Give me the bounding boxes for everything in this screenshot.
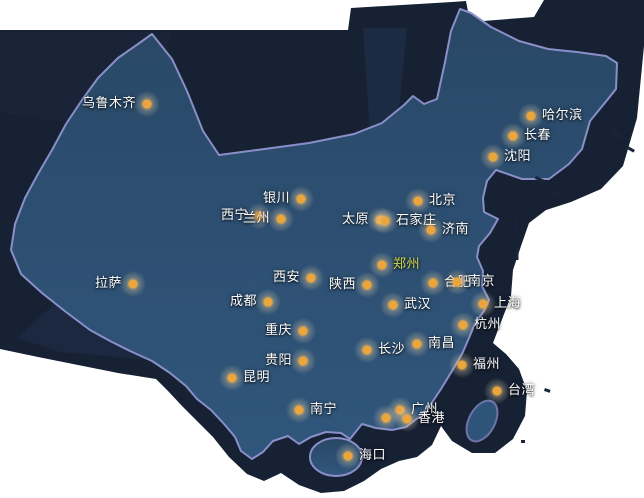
city-label: 南宁 (310, 401, 338, 417)
city-label: 福州 (473, 356, 501, 372)
city-label: 北京 (429, 192, 457, 208)
city-label: 成都 (229, 293, 257, 309)
city-label: 昆明 (243, 369, 271, 385)
city-label: 南昌 (428, 335, 456, 351)
marker-dot-icon (377, 260, 387, 270)
marker-dot-icon (298, 356, 308, 366)
city-label: 长沙 (378, 341, 406, 357)
marker-dot-icon (296, 194, 306, 204)
city-label: 陕西 (328, 276, 356, 292)
marker-dot-icon (298, 326, 308, 336)
marker-dot-icon (428, 278, 438, 288)
city-label: 长春 (524, 127, 552, 143)
marker-dot-icon (488, 152, 498, 162)
city-label: 拉萨 (94, 275, 122, 291)
city-label: 乌鲁木齐 (81, 95, 136, 111)
marker-dot-icon (381, 413, 391, 423)
marker-dot-icon (276, 214, 286, 224)
city-label: 上海 (494, 295, 522, 311)
marker-dot-icon (388, 300, 398, 310)
city-label: 兰州 (242, 210, 270, 226)
marker-dot-icon (452, 277, 462, 287)
marker-dot-icon (362, 280, 372, 290)
marker-dot-icon (412, 339, 422, 349)
marker-dot-icon (492, 386, 502, 396)
china-mainland-region[interactable] (10, 8, 618, 460)
city-label: 银川 (262, 190, 290, 206)
city-label: 哈尔滨 (542, 107, 583, 123)
marker-dot-icon (142, 99, 152, 109)
city-label: 香港 (418, 410, 446, 426)
marker-dot-icon (227, 373, 237, 383)
city-label: 郑州 (393, 256, 421, 272)
marker-dot-icon (380, 216, 390, 226)
marker-dot-icon (457, 360, 467, 370)
marker-dot-icon (426, 225, 436, 235)
city-label: 台湾 (508, 382, 536, 398)
marker-dot-icon (343, 451, 353, 461)
city-label: 南京 (468, 273, 496, 289)
marker-dot-icon (128, 279, 138, 289)
marker-dot-icon (478, 299, 488, 309)
marker-dot-icon (294, 405, 304, 415)
city-label: 贵阳 (264, 352, 292, 368)
city-label: 重庆 (264, 322, 292, 338)
offshore-islands (508, 127, 635, 443)
marker-dot-icon (508, 131, 518, 141)
city-label: 杭州 (474, 316, 502, 332)
marker-dot-icon (254, 211, 264, 221)
city-label: 太原 (341, 211, 369, 227)
city-label: 武汉 (404, 296, 432, 312)
marker-dot-icon (306, 273, 316, 283)
city-label: 沈阳 (504, 148, 532, 164)
marker-dot-icon (526, 111, 536, 121)
marker-dot-icon (458, 320, 468, 330)
marker-dot-icon (263, 297, 273, 307)
marker-dot-icon (413, 196, 423, 206)
city-label: 济南 (442, 221, 470, 237)
marker-dot-icon (362, 345, 372, 355)
city-label: 西宁 (220, 207, 248, 223)
city-label: 西安 (272, 269, 300, 285)
city-label: 海口 (359, 447, 387, 463)
marker-dot-icon (402, 414, 412, 424)
